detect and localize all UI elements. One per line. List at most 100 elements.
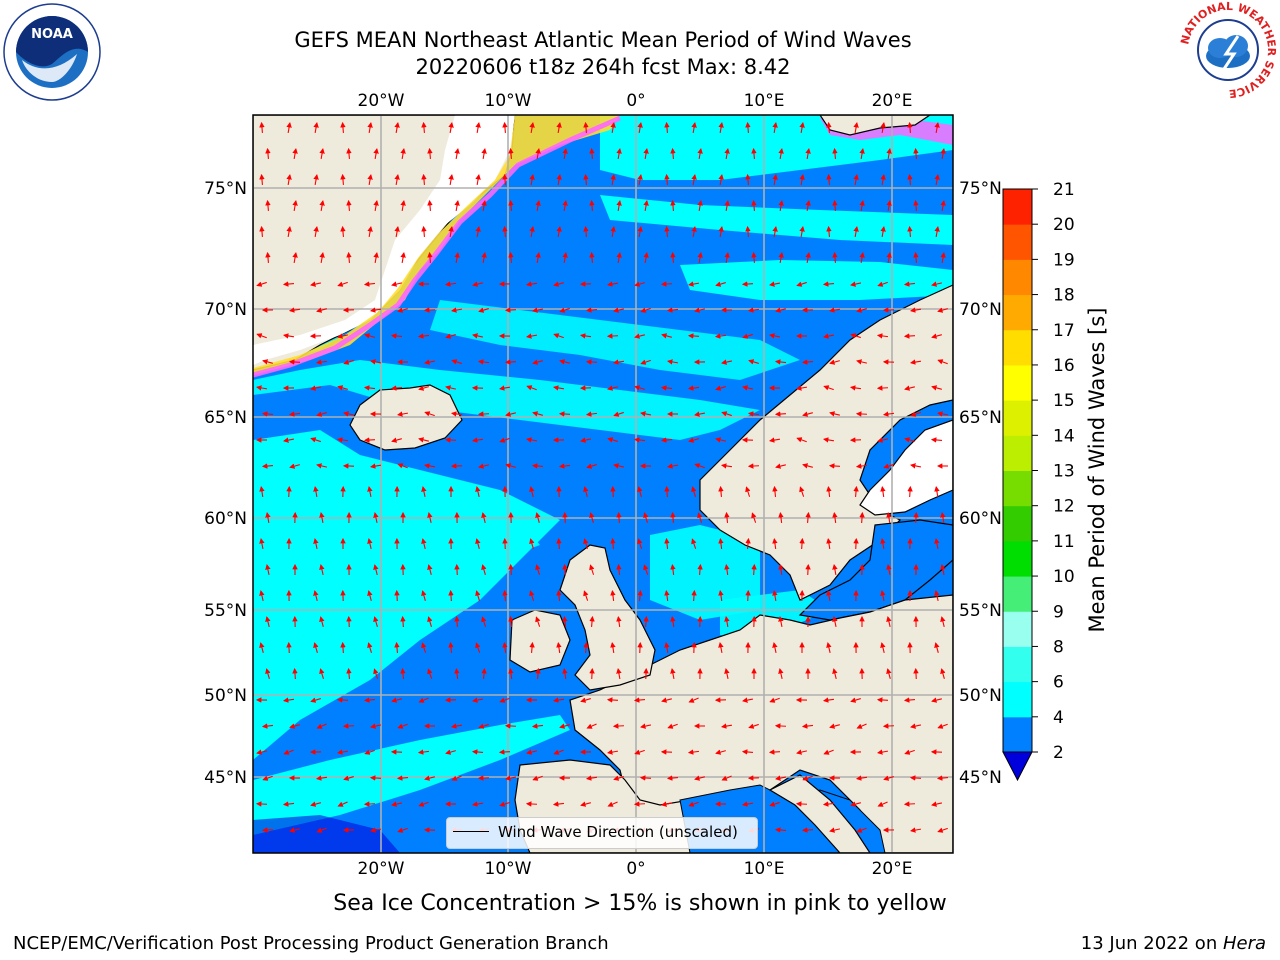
- wind-arrow: [427, 251, 433, 264]
- wind-arrow: [292, 667, 298, 680]
- wind-arrow: [580, 801, 591, 807]
- wind-arrow: [606, 333, 619, 339]
- wind-arrow: [742, 333, 753, 339]
- wind-arrow: [610, 589, 616, 602]
- wind-arrow: [903, 333, 916, 339]
- wind-arrow: [616, 563, 622, 576]
- wind-arrow: [255, 385, 268, 391]
- wind-arrow: [634, 281, 645, 287]
- map-area[interactable]: [253, 115, 953, 855]
- wind-arrow: [421, 538, 427, 549]
- wind-arrow: [934, 173, 940, 186]
- wind-arrow: [289, 463, 300, 469]
- wind-arrow: [529, 121, 535, 134]
- wind-arrow: [606, 281, 619, 287]
- wind-arrow: [882, 723, 895, 729]
- wind-arrow: [778, 668, 784, 679]
- wind-arrow: [562, 199, 568, 212]
- wind-arrow: [525, 281, 538, 287]
- wind-arrow: [556, 225, 562, 238]
- wind-arrow: [499, 697, 510, 703]
- wind-arrow: [289, 723, 300, 729]
- wind-arrow: [282, 333, 295, 339]
- wind-arrow: [637, 173, 643, 186]
- wind-arrow: [640, 359, 651, 365]
- wind-arrow: [477, 359, 490, 365]
- wind-arrow: [475, 538, 481, 549]
- wind-arrow: [286, 225, 292, 238]
- wind-arrow: [259, 485, 265, 498]
- wind-arrow: [607, 385, 618, 391]
- wind-arrow: [454, 147, 460, 160]
- wind-arrow: [903, 281, 916, 287]
- wind-arrow: [421, 225, 427, 238]
- wind-arrow: [448, 589, 454, 602]
- wind-arrow: [606, 697, 619, 703]
- wind-arrow: [913, 511, 919, 524]
- wind-arrow: [448, 173, 454, 186]
- wind-arrow: [772, 537, 778, 550]
- wind-arrow: [481, 616, 487, 627]
- wind-arrow: [505, 775, 517, 781]
- wind-arrow: [768, 437, 781, 443]
- wind-arrow: [823, 333, 835, 339]
- wind-arrow: [337, 801, 348, 807]
- wind-arrow: [451, 775, 462, 781]
- colorbar-segment: [1003, 329, 1032, 366]
- wind-arrow: [525, 437, 538, 443]
- wind-arrow: [721, 411, 732, 417]
- colorbar-segment: [1003, 505, 1032, 542]
- wind-arrow: [832, 563, 838, 576]
- wind-arrow: [772, 121, 778, 134]
- wind-arrow: [640, 411, 652, 417]
- colorbar-tick-label: 6: [1053, 673, 1064, 693]
- wind-arrow: [633, 801, 646, 807]
- wind-arrow: [481, 251, 487, 264]
- wind-arrow: [585, 359, 598, 365]
- wind-arrow: [424, 775, 435, 781]
- wind-arrow: [475, 121, 481, 134]
- wind-arrow: [558, 463, 571, 469]
- wind-arrow: [616, 667, 622, 680]
- wind-arrow: [720, 463, 733, 469]
- lat-label-right: 70°N: [959, 300, 1002, 320]
- lat-label-left: 60°N: [204, 509, 247, 529]
- wind-arrow: [748, 723, 759, 729]
- wind-arrow: [796, 281, 807, 287]
- wind-arrow: [342, 723, 355, 729]
- wind-arrow: [616, 147, 622, 160]
- wind-arrow: [286, 173, 292, 186]
- wind-arrow: [370, 723, 382, 729]
- wind-arrow: [475, 173, 481, 186]
- wind-arrow: [742, 385, 754, 391]
- wind-arrow: [805, 199, 811, 212]
- wind-arrow: [289, 827, 300, 833]
- wind-arrow: [562, 147, 568, 160]
- legend-line-sample: [453, 831, 489, 832]
- wind-arrow: [745, 225, 751, 238]
- wind-arrow: [660, 281, 673, 287]
- wind-arrow: [664, 173, 670, 186]
- wind-arrow: [255, 801, 268, 807]
- wind-arrow: [937, 307, 948, 313]
- wind-arrow: [826, 642, 832, 653]
- wind-arrow: [934, 121, 940, 134]
- wind-arrow: [774, 827, 787, 833]
- wind-arrow: [742, 697, 754, 703]
- wind-arrow: [747, 411, 760, 417]
- wind-arrow: [454, 199, 460, 212]
- wind-arrow: [585, 411, 598, 417]
- wind-arrow: [373, 251, 379, 264]
- legend-box: Wind Wave Direction (unscaled): [446, 817, 758, 849]
- wind-arrow: [471, 437, 484, 443]
- wind-arrow: [850, 333, 861, 339]
- wind-arrow: [316, 411, 327, 417]
- lat-label-right: 50°N: [959, 686, 1002, 706]
- wind-arrow: [855, 775, 868, 781]
- wind-arrow: [823, 385, 834, 391]
- wind-arrow: [859, 199, 865, 212]
- wind-arrow: [400, 199, 406, 212]
- wind-arrow: [799, 486, 805, 497]
- wind-arrow: [589, 667, 595, 680]
- wind-arrow: [313, 485, 319, 498]
